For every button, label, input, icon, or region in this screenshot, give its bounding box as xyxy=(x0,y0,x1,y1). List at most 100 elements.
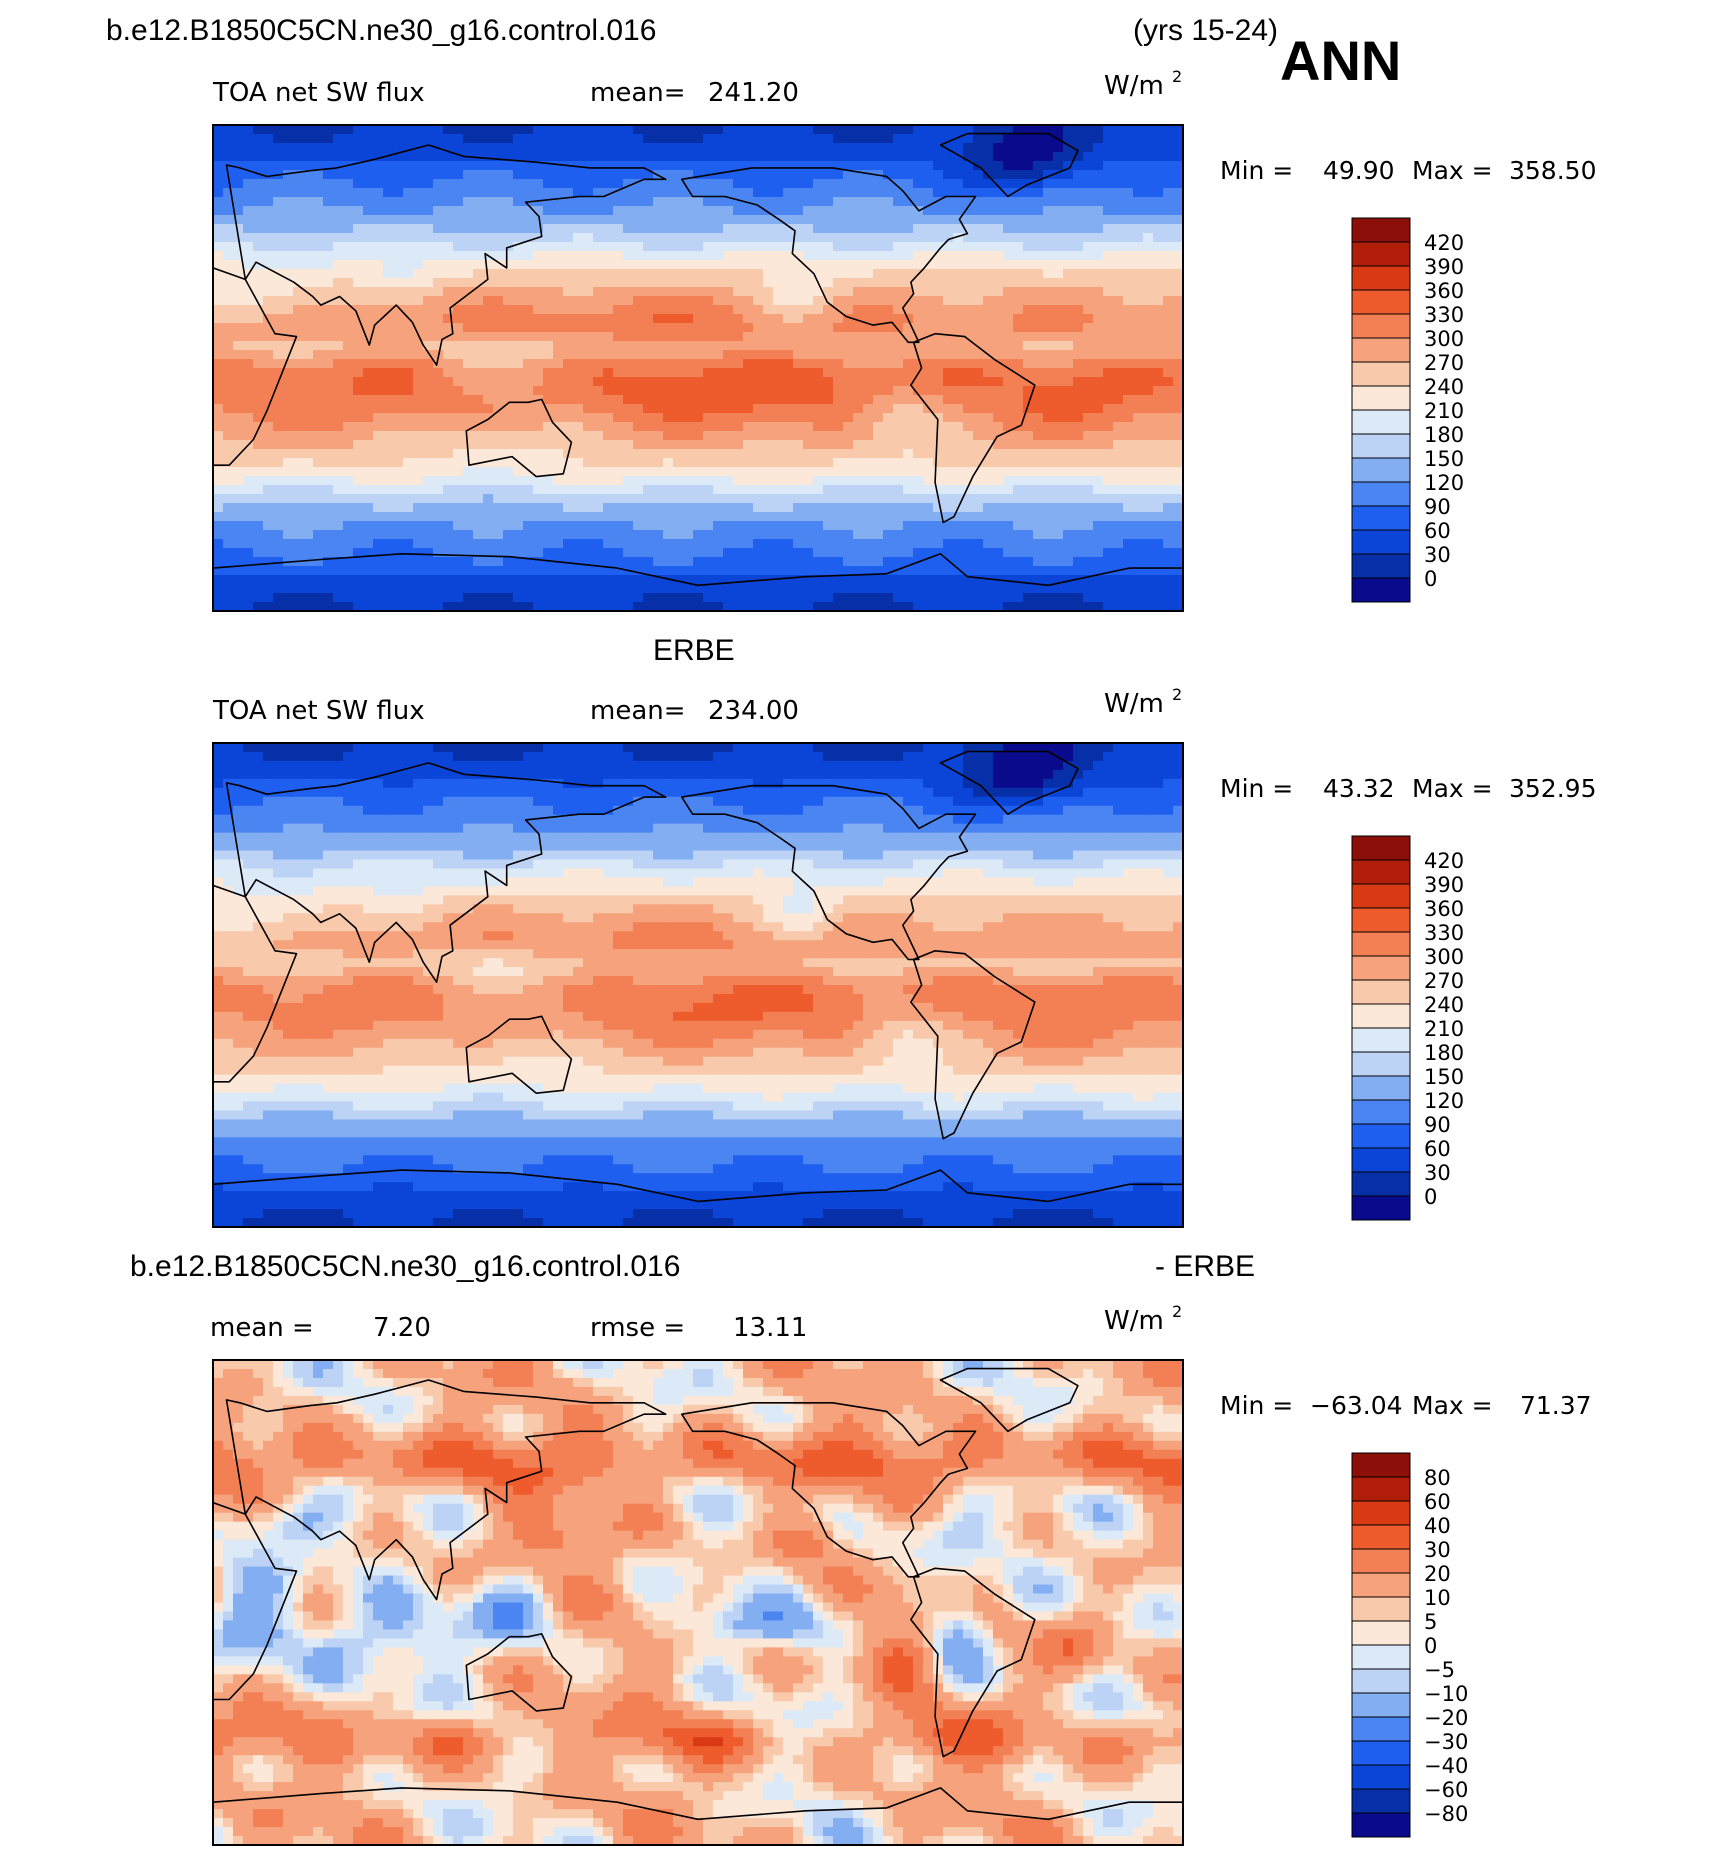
field-cell xyxy=(593,197,604,207)
field-cell xyxy=(833,188,844,198)
field-cell xyxy=(583,287,594,297)
field-cell xyxy=(1163,359,1174,369)
field-cell xyxy=(413,440,424,450)
field-cell xyxy=(273,467,284,477)
field-cell xyxy=(1053,269,1064,279)
field-cell xyxy=(943,341,954,351)
field-cell xyxy=(443,440,454,450)
field-cell xyxy=(1013,161,1024,171)
field-cell xyxy=(1093,143,1104,153)
field-cell xyxy=(753,521,764,531)
field-cell xyxy=(563,539,574,549)
field-cell xyxy=(1043,323,1054,333)
field-cell xyxy=(233,260,244,270)
field-cell xyxy=(933,368,944,378)
field-cell xyxy=(1073,413,1084,423)
field-cell xyxy=(263,512,274,522)
field-cell xyxy=(313,224,324,234)
field-cell xyxy=(853,467,864,477)
field-cell xyxy=(993,350,1004,360)
field-cell xyxy=(643,557,654,567)
field-cell xyxy=(1033,449,1044,459)
field-cell xyxy=(813,467,824,477)
field-cell xyxy=(603,197,614,207)
field-cell xyxy=(453,152,464,162)
field-cell xyxy=(1073,512,1084,522)
field-cell xyxy=(453,467,464,477)
field-cell xyxy=(1063,179,1074,189)
field-cell xyxy=(223,413,234,423)
field-cell xyxy=(533,251,544,261)
field-cell xyxy=(213,215,224,225)
field-cell xyxy=(663,557,674,567)
field-cell xyxy=(563,152,574,162)
field-cell xyxy=(333,143,344,153)
field-cell xyxy=(403,341,414,351)
field-cell xyxy=(223,143,234,153)
field-cell xyxy=(573,134,584,144)
field-cell xyxy=(1103,233,1114,243)
field-cell xyxy=(1043,386,1054,396)
field-cell xyxy=(683,152,694,162)
field-cell xyxy=(263,341,274,351)
field-cell xyxy=(723,575,734,585)
field-cell xyxy=(673,143,684,153)
field-cell xyxy=(1013,566,1024,576)
field-cell xyxy=(423,125,434,135)
field-cell xyxy=(633,179,644,189)
field-cell xyxy=(893,341,904,351)
field-cell xyxy=(563,557,574,567)
field-cell xyxy=(323,215,334,225)
field-cell xyxy=(1113,377,1124,387)
field-cell xyxy=(683,260,694,270)
field-cell xyxy=(313,296,324,306)
field-cell xyxy=(893,512,904,522)
field-cell xyxy=(643,422,654,432)
field-cell xyxy=(1143,350,1154,360)
field-cell xyxy=(1003,404,1014,414)
field-cell xyxy=(243,404,254,414)
field-cell xyxy=(333,170,344,180)
field-cell xyxy=(933,431,944,441)
field-cell xyxy=(1173,503,1183,513)
field-cell xyxy=(313,134,324,144)
field-cell xyxy=(1073,359,1084,369)
field-cell xyxy=(1133,566,1144,576)
field-cell xyxy=(1053,323,1064,333)
field-cell xyxy=(233,512,244,522)
field-cell xyxy=(1173,539,1183,549)
field-cell xyxy=(1043,215,1054,225)
field-cell xyxy=(1143,377,1154,387)
field-cell xyxy=(1013,359,1024,369)
field-cell xyxy=(743,242,754,252)
field-cell xyxy=(673,368,684,378)
field-cell xyxy=(373,557,384,567)
field-cell xyxy=(783,494,794,504)
field-cell xyxy=(923,278,934,288)
field-cell xyxy=(903,575,914,585)
field-cell xyxy=(383,539,394,549)
field-cell xyxy=(1013,521,1024,531)
field-cell xyxy=(1043,350,1054,360)
field-cell xyxy=(213,413,224,423)
field-cell xyxy=(613,368,624,378)
field-cell xyxy=(383,152,394,162)
field-cell xyxy=(463,530,474,540)
field-cell xyxy=(503,287,514,297)
field-cell xyxy=(973,215,984,225)
field-cell xyxy=(453,539,464,549)
field-cell xyxy=(483,269,494,279)
field-cell xyxy=(1113,305,1124,315)
field-cell xyxy=(1173,224,1183,234)
field-cell xyxy=(283,296,294,306)
field-cell xyxy=(813,521,824,531)
field-cell xyxy=(393,350,404,360)
field-cell xyxy=(473,530,484,540)
field-cell xyxy=(273,503,284,513)
field-cell xyxy=(963,251,974,261)
field-cell xyxy=(1113,413,1124,423)
field-cell xyxy=(723,188,734,198)
field-cell xyxy=(343,458,354,468)
field-cell xyxy=(1003,188,1014,198)
field-cell xyxy=(583,422,594,432)
